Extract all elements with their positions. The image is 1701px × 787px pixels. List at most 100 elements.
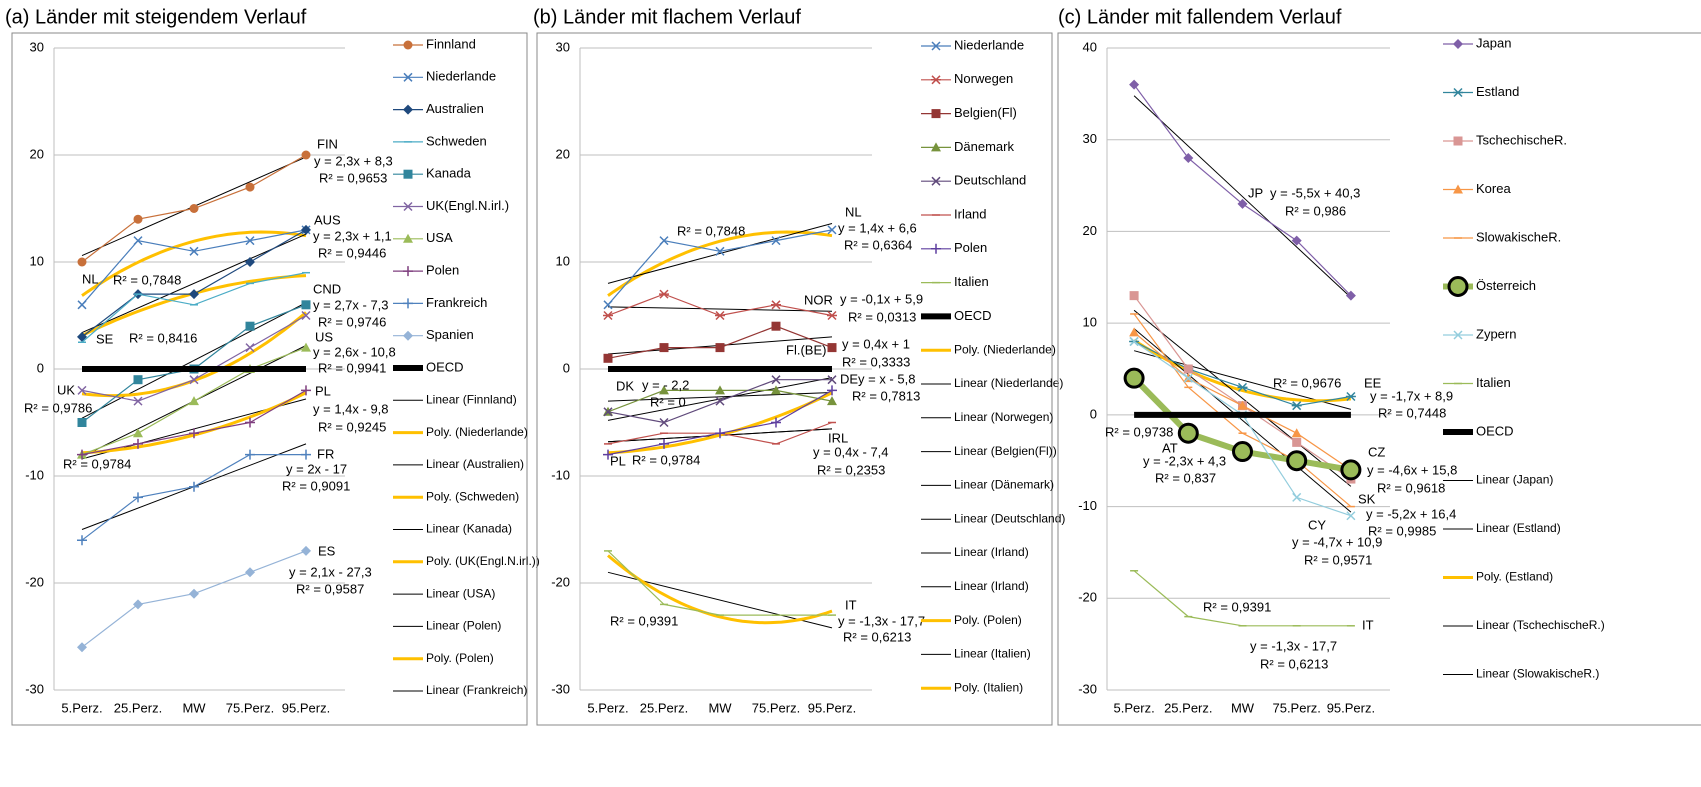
marker [77, 449, 87, 460]
annotation: R² = 0,9784 [63, 456, 131, 471]
marker [403, 298, 413, 309]
marker [189, 246, 199, 256]
marker [403, 72, 413, 82]
annotation: R² = 0,6364 [844, 237, 912, 252]
annotation: R² = 0,9245 [318, 419, 386, 434]
legend-label: Linear (Estland) [1476, 521, 1561, 535]
annotation: CND [313, 281, 341, 296]
annotation: JP [1248, 185, 1263, 200]
marker [77, 385, 87, 395]
annotation: R² = 0,7848 [677, 223, 745, 238]
marker [603, 310, 613, 321]
annotation: Fl.(BE) [786, 342, 826, 357]
legend-label: SlowakischeR. [1476, 229, 1561, 244]
y-tick-label: 40 [1083, 39, 1097, 54]
trend-line [607, 230, 833, 297]
trend-line [1133, 95, 1352, 298]
trend-line [81, 230, 307, 297]
legend-label: Dänemark [954, 139, 1014, 154]
marker [1123, 367, 1145, 389]
annotation: y = -1,3x - 17,7 [838, 613, 925, 628]
legend-label: USA [426, 230, 453, 245]
marker [403, 104, 413, 115]
marker [1345, 290, 1356, 301]
marker [301, 385, 311, 396]
legend-label: Poly. (Schweden) [426, 489, 519, 503]
marker [771, 236, 781, 246]
marker [659, 417, 669, 428]
marker [931, 142, 941, 152]
legend-label: Linear (Polen) [426, 619, 501, 633]
marker [1291, 235, 1302, 246]
annotation: y = 2,6x - 10,8 [313, 344, 396, 359]
marker [659, 343, 669, 353]
annotation: SK [1358, 491, 1376, 506]
marker [245, 343, 255, 353]
marker [301, 300, 311, 310]
legend-label: Linear (TschechischeR.) [1476, 618, 1605, 632]
legend-label: UK(Engl.N.irl.) [426, 198, 509, 213]
annotation: R² = 0 [650, 394, 686, 409]
marker [1129, 336, 1139, 347]
marker [301, 342, 311, 352]
marker [1129, 327, 1140, 337]
marker [771, 321, 781, 331]
marker [133, 396, 143, 406]
marker [771, 375, 781, 385]
annotation: IRL [828, 430, 848, 445]
marker [659, 236, 669, 246]
marker [715, 396, 725, 406]
marker [301, 310, 311, 321]
legend-label: Polen [426, 263, 459, 278]
marker [189, 375, 199, 385]
marker [77, 418, 87, 427]
legend-label: Italien [954, 274, 989, 289]
legend-label: Poly. (Polen) [954, 613, 1022, 627]
marker [245, 182, 255, 192]
x-tick-label: 25.Perz. [640, 700, 688, 715]
legend-label: Belgien(Fl) [954, 105, 1017, 120]
annotation: y = -5,5x + 40,3 [1270, 185, 1360, 200]
legend-label: Italien [1476, 375, 1511, 390]
marker [301, 150, 311, 160]
marker [189, 481, 199, 492]
annotation: US [315, 329, 333, 344]
marker [827, 375, 837, 385]
annotation: FR [317, 446, 334, 461]
marker [1237, 400, 1248, 410]
marker [133, 375, 143, 385]
y-tick-label: -10 [1078, 498, 1097, 513]
annotation: y = 2x - 17 [286, 461, 347, 476]
y-tick-label: -30 [25, 681, 44, 696]
series-line [81, 550, 307, 648]
annotation: IT [1362, 617, 1374, 632]
annotation: DE [840, 371, 858, 386]
annotation: y = -1,3x - 17,7 [1250, 638, 1337, 653]
legend-label: Finnland [426, 36, 476, 51]
legend-label: Australien [426, 101, 484, 116]
annotation: y = -5,2x + 16,4 [1366, 506, 1456, 521]
annotation: y = -4,6x + 15,8 [1367, 462, 1457, 477]
annotation: IT [845, 597, 857, 612]
marker [1237, 382, 1248, 392]
marker [1447, 276, 1469, 297]
marker [133, 492, 143, 503]
annotation: ES [318, 543, 336, 558]
marker [1345, 391, 1356, 402]
y-tick-label: -30 [1078, 681, 1097, 696]
annotation: y = x - 5,8 [858, 371, 915, 386]
marker [1129, 79, 1140, 90]
marker [403, 169, 413, 179]
marker [301, 449, 311, 460]
y-tick-label: 30 [1083, 131, 1097, 146]
annotation: R² = 0,7848 [113, 272, 181, 287]
marker [245, 417, 255, 428]
annotation: FIN [317, 136, 338, 151]
legend-label: Poly. (Polen) [426, 651, 494, 665]
annotation: y = 0,4x + 1 [842, 336, 910, 351]
marker [133, 236, 143, 246]
series-line [607, 293, 833, 317]
marker [1232, 441, 1253, 463]
marker [827, 385, 837, 396]
